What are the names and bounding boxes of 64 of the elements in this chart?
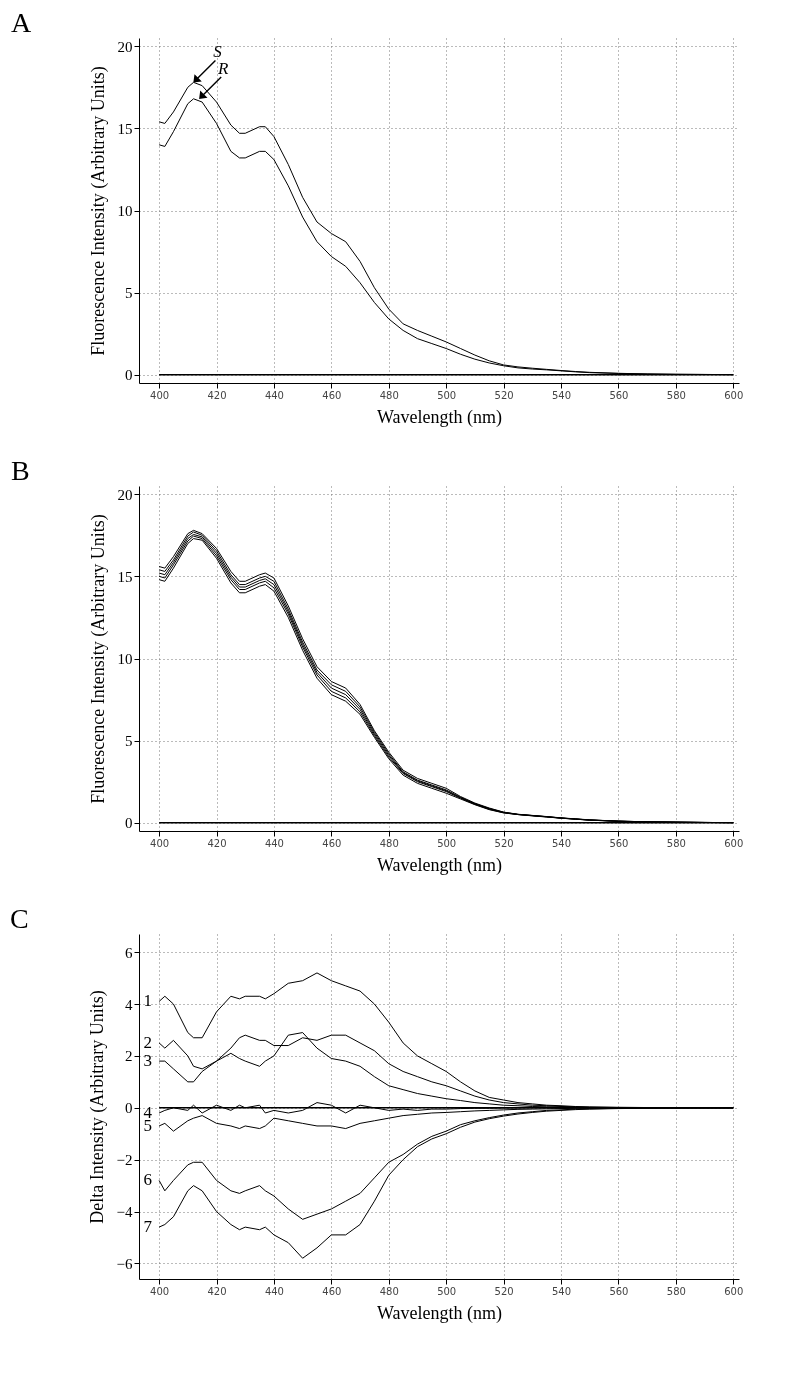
y-tick-label: 10 [117, 203, 133, 219]
x-tick-label: 600 [724, 1285, 744, 1297]
x-tick-label: 560 [609, 837, 629, 849]
series-label: 2 [143, 1032, 153, 1052]
series-label: 3 [143, 1051, 153, 1071]
x-axis-title: Wavelength (nm) [376, 406, 503, 428]
x-tick-label: 420 [207, 1285, 227, 1297]
x-tick-label: 600 [724, 389, 744, 401]
series-label: 1 [143, 991, 153, 1011]
x-tick-label: 400 [150, 389, 170, 401]
y-tick-label: 20 [117, 38, 133, 55]
x-tick-label: 580 [666, 389, 686, 401]
x-tick-label: 480 [379, 389, 399, 401]
x-tick-label: 520 [494, 837, 514, 849]
x-tick-label: 540 [551, 1285, 572, 1297]
y-tick-label: 0 [125, 815, 133, 832]
x-tick-label: 420 [207, 389, 227, 401]
y-tick-label: 10 [117, 651, 133, 667]
y-tick-label: −4 [116, 1204, 133, 1221]
x-tick-label: 500 [437, 1285, 457, 1297]
y-tick-label: 6 [125, 944, 133, 961]
x-tick-label: 560 [609, 1285, 629, 1297]
y-axis-title: Fluorescence Intensity (Arbitrary Units) [87, 66, 109, 356]
chart-title: A [11, 7, 32, 38]
y-axis-title: Delta Intensity (Arbitrary Units) [86, 990, 108, 1224]
y-axis-title: Fluorescence Intensity (Arbitrary Units) [87, 514, 109, 804]
x-tick-label: 460 [322, 1285, 342, 1297]
x-axis-title: Wavelength (nm) [376, 1302, 503, 1324]
x-tick-label: 500 [437, 389, 457, 401]
x-tick-label: 440 [264, 837, 284, 849]
x-tick-label: 600 [724, 837, 744, 849]
x-tick-label: 460 [322, 389, 342, 401]
y-tick-label: 5 [125, 733, 133, 750]
x-tick-label: 580 [666, 837, 686, 849]
chart-title: C [10, 903, 29, 934]
x-tick-label: 440 [264, 389, 284, 401]
y-tick-label: −6 [116, 1255, 133, 1272]
y-tick-label: 4 [125, 996, 133, 1013]
x-tick-label: 420 [207, 837, 227, 849]
x-tick-label: 560 [609, 389, 629, 401]
x-tick-label: 580 [666, 1285, 686, 1297]
series-label: 7 [143, 1217, 153, 1237]
y-tick-label: 15 [117, 568, 133, 585]
x-tick-label: 520 [494, 389, 514, 401]
x-tick-label: 480 [379, 1285, 399, 1297]
x-tick-label: 540 [551, 389, 572, 401]
y-tick-label: 20 [117, 486, 133, 503]
y-tick-label: 2 [125, 1048, 133, 1065]
x-tick-label: 400 [150, 1285, 170, 1297]
series-label: 6 [143, 1170, 153, 1190]
x-tick-label: 440 [264, 1285, 284, 1297]
x-tick-label: 500 [437, 837, 457, 849]
x-axis-title: Wavelength (nm) [376, 854, 503, 876]
x-tick-label: 400 [150, 837, 170, 849]
y-tick-label: 0 [125, 1100, 133, 1117]
x-tick-label: 460 [322, 837, 342, 849]
y-tick-label: 5 [125, 285, 133, 302]
chart-title: B [11, 455, 30, 486]
y-tick-label: 0 [125, 367, 133, 384]
y-tick-label: 15 [117, 120, 133, 137]
x-tick-label: 480 [379, 837, 399, 849]
x-tick-label: 540 [551, 837, 572, 849]
x-tick-label: 520 [494, 1285, 514, 1297]
y-tick-label: −2 [116, 1152, 133, 1169]
